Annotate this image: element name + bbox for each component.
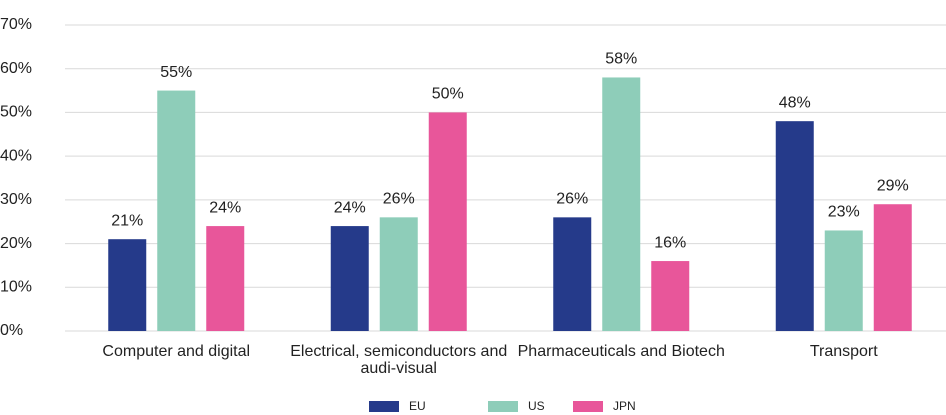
- bar: [824, 230, 863, 331]
- y-tick-label: 70%: [0, 16, 32, 33]
- x-tick-label: Pharmaceuticals and Biotech: [517, 343, 725, 360]
- legend-swatch: [369, 401, 399, 412]
- bar: [379, 217, 418, 331]
- y-tick-label: 60%: [0, 60, 32, 77]
- y-tick-label: 10%: [0, 279, 32, 296]
- bar: [873, 204, 912, 331]
- value-label: 23%: [828, 204, 860, 221]
- legend-swatch: [488, 401, 518, 412]
- value-label: 26%: [383, 191, 415, 208]
- x-tick-label: Computer and digital: [102, 343, 251, 360]
- value-label: 24%: [209, 199, 241, 216]
- value-label: 26%: [556, 191, 588, 208]
- legend-label: US: [528, 399, 545, 413]
- x-tick-label: Transport: [809, 343, 878, 360]
- value-label: 24%: [334, 199, 366, 216]
- bar: [602, 77, 641, 331]
- value-label: 21%: [111, 212, 143, 229]
- x-tick-label: Electrical, semiconductors and audi-visu…: [290, 343, 508, 377]
- bar: [428, 112, 467, 331]
- bar: [108, 239, 147, 331]
- value-label: 50%: [432, 86, 464, 103]
- y-tick-label: 40%: [0, 147, 32, 164]
- value-label: 58%: [605, 51, 637, 68]
- y-tick-label: 30%: [0, 191, 32, 208]
- legend-label: JPN: [613, 399, 636, 413]
- bar: [206, 226, 245, 331]
- bar: [157, 90, 196, 331]
- y-tick-label: 50%: [0, 104, 32, 121]
- y-tick-label: 20%: [0, 235, 32, 252]
- bar: [553, 217, 592, 331]
- bar: [651, 261, 690, 331]
- legend-swatch: [573, 401, 603, 412]
- value-label: 29%: [877, 177, 909, 194]
- value-label: 16%: [654, 234, 686, 251]
- legend-label: EU: [409, 399, 426, 413]
- y-tick-label: 0%: [0, 322, 23, 339]
- bar: [330, 226, 369, 331]
- bar: [775, 121, 814, 332]
- value-label: 55%: [160, 64, 192, 81]
- value-label: 48%: [779, 94, 811, 111]
